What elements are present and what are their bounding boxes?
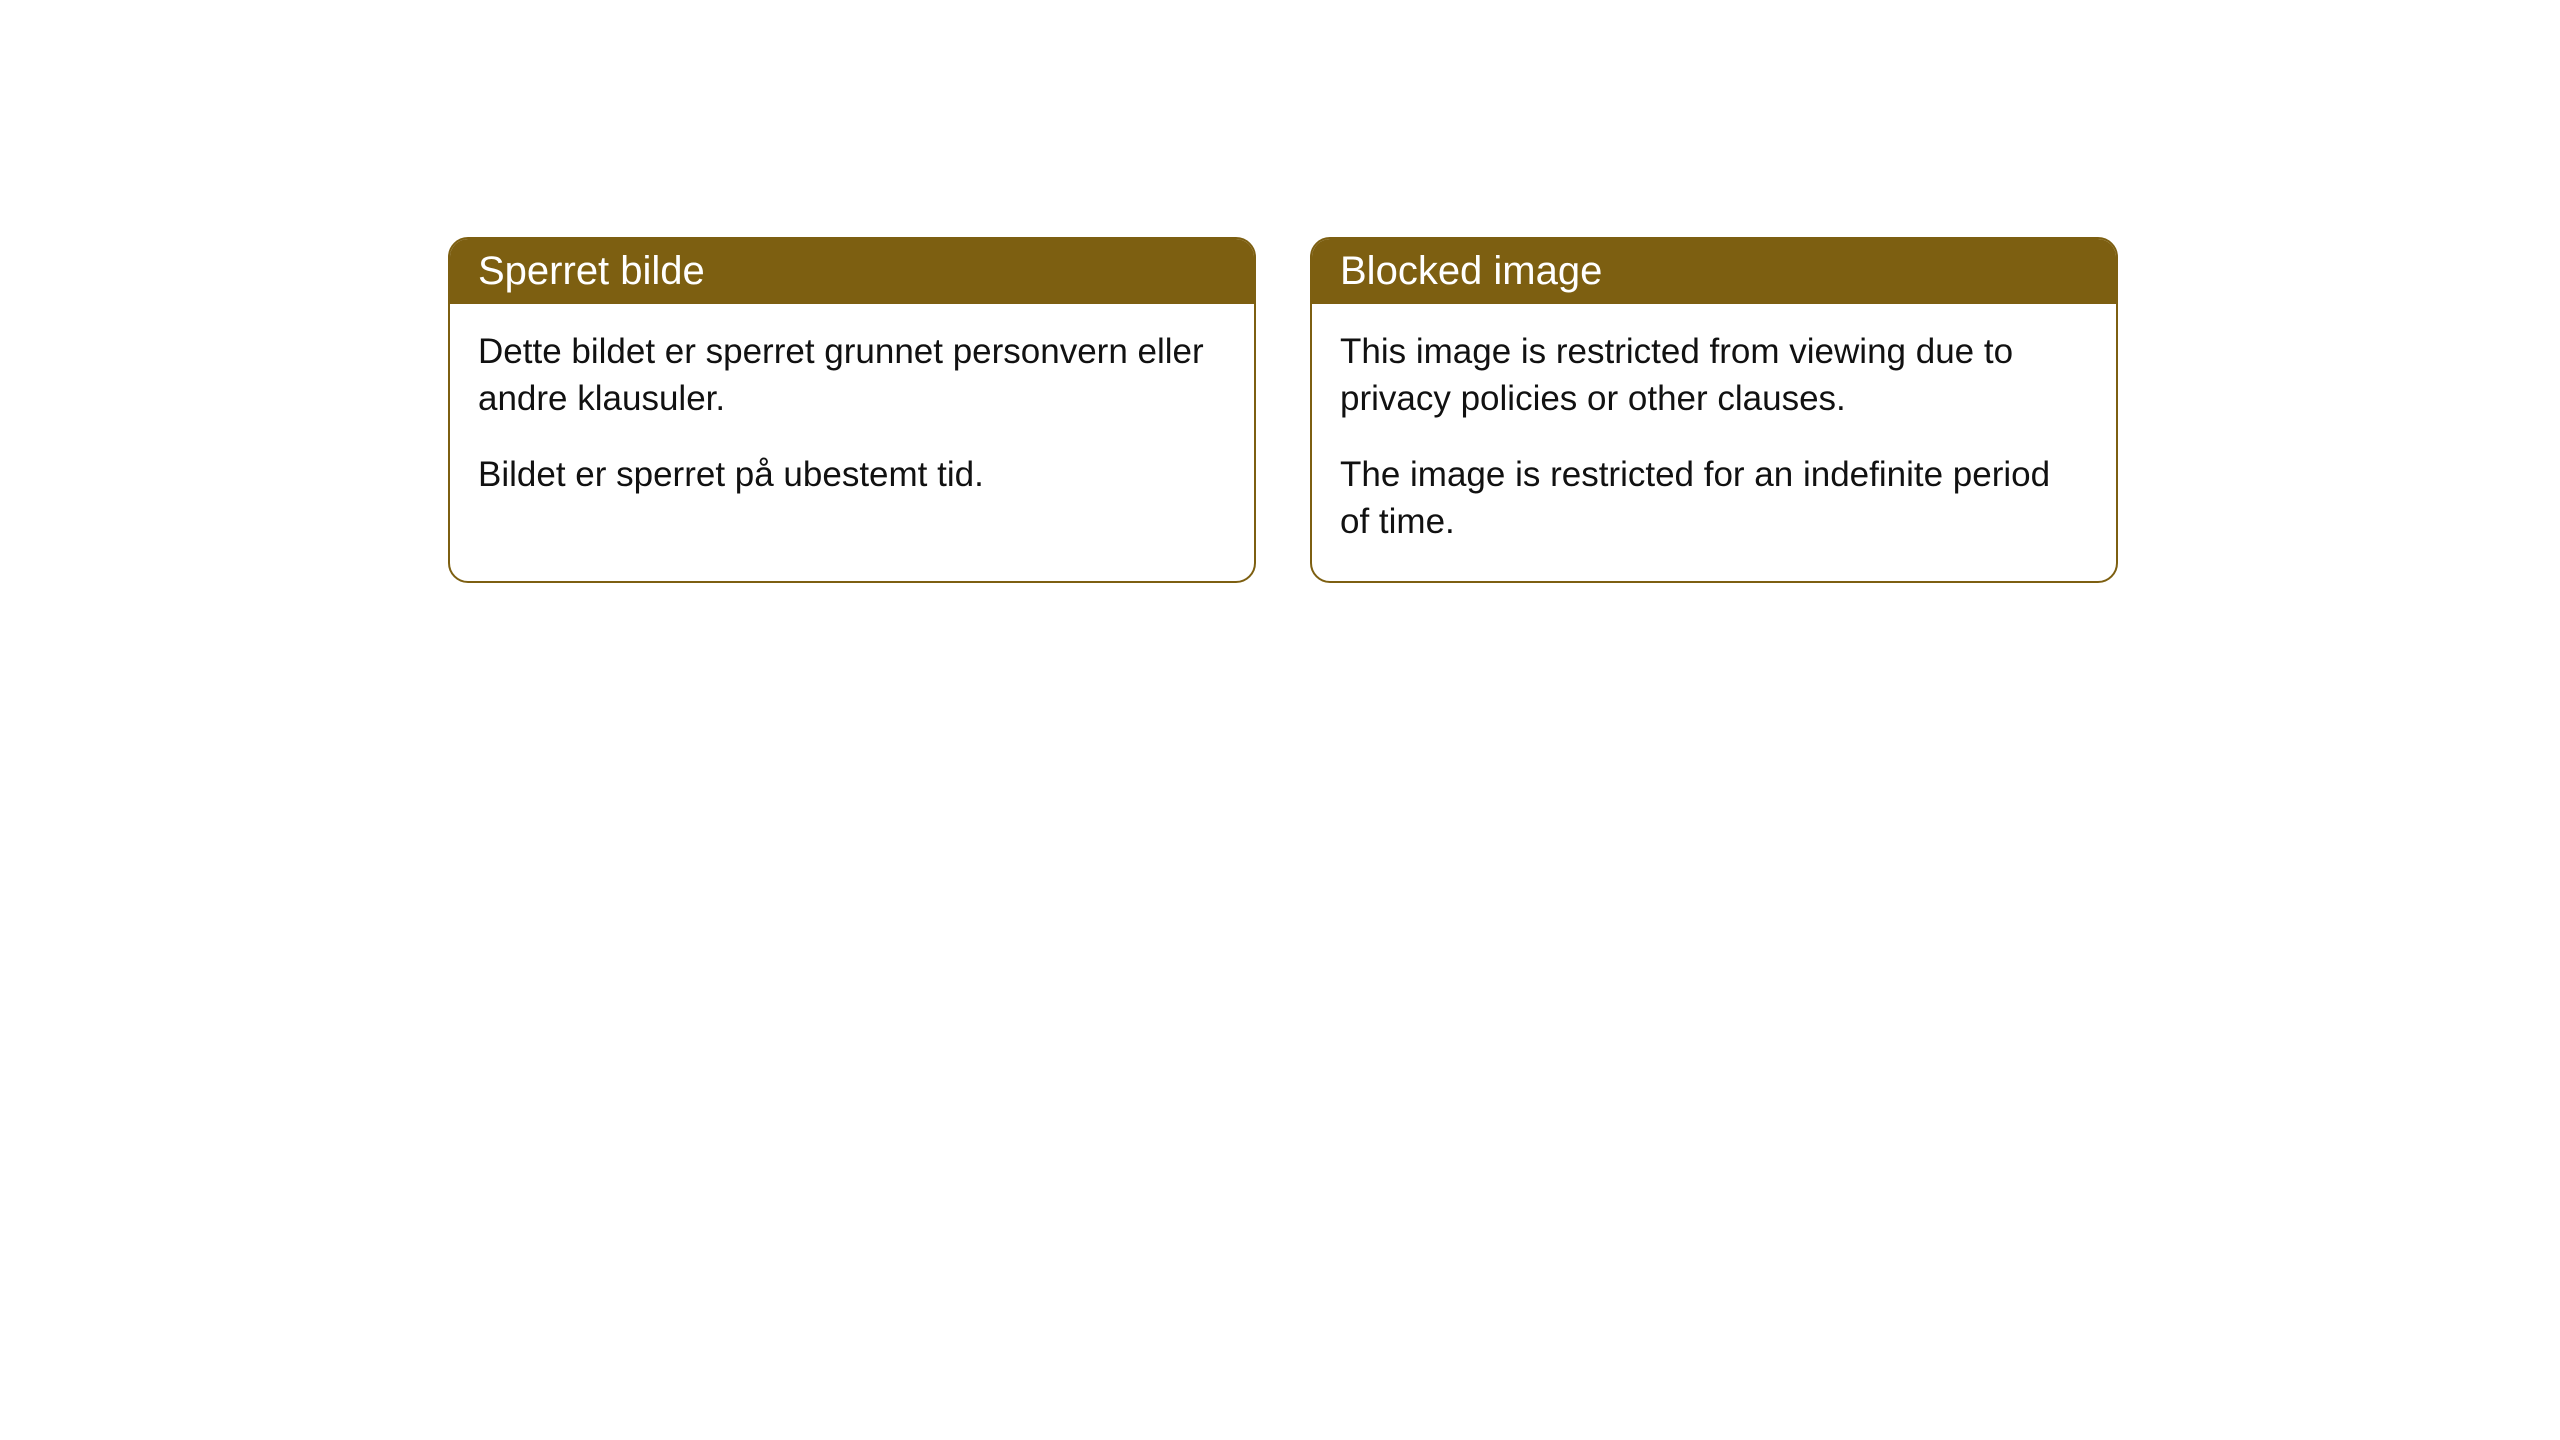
card-container: Sperret bilde Dette bildet er sperret gr… xyxy=(0,0,2560,583)
card-title: Sperret bilde xyxy=(478,249,705,293)
card-body: This image is restricted from viewing du… xyxy=(1312,304,2116,581)
card-header: Blocked image xyxy=(1312,239,2116,304)
card-title: Blocked image xyxy=(1340,249,1602,293)
card-paragraph: This image is restricted from viewing du… xyxy=(1340,328,2088,423)
card-body: Dette bildet er sperret grunnet personve… xyxy=(450,304,1254,534)
card-paragraph: Dette bildet er sperret grunnet personve… xyxy=(478,328,1226,423)
blocked-image-card-english: Blocked image This image is restricted f… xyxy=(1310,237,2118,583)
card-header: Sperret bilde xyxy=(450,239,1254,304)
card-paragraph: Bildet er sperret på ubestemt tid. xyxy=(478,451,1226,498)
card-paragraph: The image is restricted for an indefinit… xyxy=(1340,451,2088,546)
blocked-image-card-norwegian: Sperret bilde Dette bildet er sperret gr… xyxy=(448,237,1256,583)
